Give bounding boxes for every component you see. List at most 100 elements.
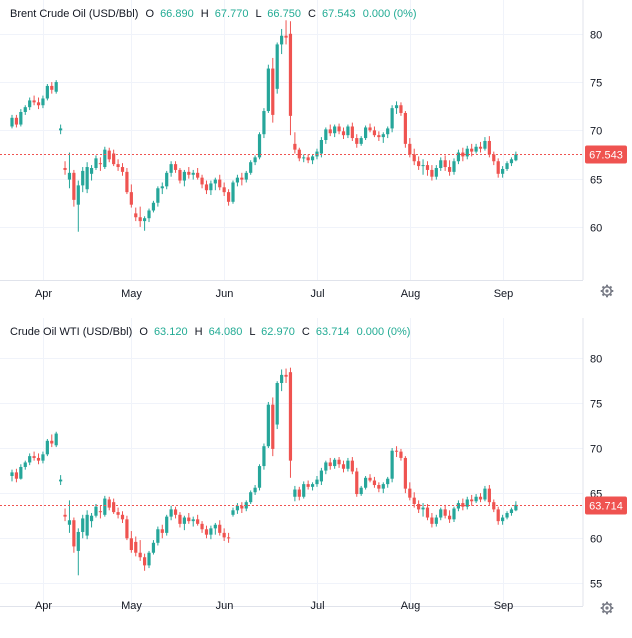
brent-candles[interactable] <box>10 20 518 232</box>
wti-candle[interactable] <box>191 516 195 527</box>
brent-candle[interactable] <box>390 105 394 133</box>
brent-candle[interactable] <box>67 152 72 189</box>
brent-candle[interactable] <box>45 84 49 101</box>
wti-candle[interactable] <box>474 494 478 504</box>
brent-price-axis[interactable]: 60 65 70 75 80 <box>590 30 602 235</box>
wti-candle[interactable] <box>143 553 147 571</box>
brent-candle[interactable] <box>394 101 399 114</box>
wti-candle[interactable] <box>399 448 403 461</box>
wti-candle[interactable] <box>253 485 257 495</box>
wti-candle[interactable] <box>218 520 222 536</box>
brent-candle[interactable] <box>461 147 465 162</box>
brent-candle[interactable] <box>496 158 500 178</box>
brent-candle[interactable] <box>328 124 332 137</box>
wti-candle[interactable] <box>244 500 248 512</box>
wti-candle[interactable] <box>403 456 407 494</box>
brent-candle[interactable] <box>98 157 102 171</box>
brent-candle[interactable] <box>14 114 19 128</box>
brent-candle[interactable] <box>50 82 54 94</box>
wti-candle[interactable] <box>333 457 337 469</box>
brent-candle[interactable] <box>169 161 173 177</box>
wti-candle[interactable] <box>275 381 279 430</box>
wti-candle[interactable] <box>456 500 461 512</box>
wti-candle[interactable] <box>355 467 359 497</box>
brent-candle[interactable] <box>173 161 178 173</box>
brent-candle[interactable] <box>505 161 509 171</box>
brent-candle[interactable] <box>359 136 363 146</box>
wti-candle[interactable] <box>116 507 120 519</box>
wti-candle[interactable] <box>421 503 425 517</box>
wti-candle[interactable] <box>112 498 116 514</box>
wti-candle[interactable] <box>328 457 332 470</box>
wti-candle[interactable] <box>103 495 107 517</box>
brent-candle[interactable] <box>94 155 98 170</box>
wti-candle[interactable] <box>487 485 491 505</box>
brent-candle[interactable] <box>10 114 14 129</box>
brent-candle[interactable] <box>509 157 514 167</box>
wti-candle[interactable] <box>213 522 217 535</box>
brent-candle[interactable] <box>112 149 116 167</box>
brent-candle[interactable] <box>271 57 275 123</box>
wti-candle[interactable] <box>386 476 390 488</box>
brent-candle[interactable] <box>19 109 23 127</box>
brent-candle[interactable] <box>72 169 76 207</box>
brent-candle[interactable] <box>492 151 496 166</box>
brent-candle[interactable] <box>430 165 434 181</box>
brent-candle[interactable] <box>253 155 257 166</box>
wti-candle[interactable] <box>10 469 14 482</box>
wti-candle[interactable] <box>443 504 447 519</box>
brent-candle[interactable] <box>386 126 390 139</box>
wti-candle[interactable] <box>125 515 129 541</box>
wti-candle[interactable] <box>337 457 341 468</box>
wti-candle[interactable] <box>226 532 231 543</box>
brent-candle[interactable] <box>85 162 89 194</box>
brent-candle[interactable] <box>231 180 235 204</box>
wti-candle[interactable] <box>169 505 173 521</box>
wti-candle[interactable] <box>372 476 377 488</box>
wti-candle[interactable] <box>89 513 94 528</box>
brent-candle[interactable] <box>412 148 416 166</box>
brent-candle[interactable] <box>346 124 350 139</box>
brent-candle[interactable] <box>403 111 407 148</box>
wti-candle[interactable] <box>59 475 63 486</box>
wti-candle[interactable] <box>147 550 151 569</box>
wti-candle[interactable] <box>496 506 500 525</box>
wti-candle[interactable] <box>271 397 275 457</box>
brent-candle[interactable] <box>372 126 377 138</box>
wti-candle[interactable] <box>50 434 54 448</box>
wti-candle[interactable] <box>257 464 262 491</box>
wti-candle[interactable] <box>505 511 509 520</box>
wti-candle[interactable] <box>76 528 80 576</box>
brent-candle[interactable] <box>235 174 240 187</box>
brent-candle[interactable] <box>483 137 487 151</box>
brent-candle[interactable] <box>81 167 85 193</box>
brent-candle[interactable] <box>302 154 306 163</box>
brent-candle[interactable] <box>399 102 403 116</box>
wti-candle[interactable] <box>173 506 178 519</box>
brent-time-axis[interactable]: Apr May Jun Jul Aug Sep <box>35 288 513 300</box>
wti-candle[interactable] <box>346 457 350 472</box>
brent-candle[interactable] <box>156 186 160 207</box>
wti-candle[interactable] <box>151 540 156 555</box>
wti-candle[interactable] <box>381 482 385 494</box>
wti-candle[interactable] <box>430 513 434 528</box>
brent-candle[interactable] <box>266 64 270 113</box>
wti-time-axis[interactable]: Apr May Jun Jul Aug Sep <box>35 600 513 612</box>
wti-candle[interactable] <box>297 486 301 501</box>
wti-candle[interactable] <box>23 460 27 470</box>
gear-icon[interactable] <box>600 601 614 615</box>
wti-candle[interactable] <box>45 438 49 457</box>
brent-candle[interactable] <box>337 123 341 135</box>
wti-candle[interactable] <box>196 514 200 526</box>
brent-candle[interactable] <box>213 177 217 191</box>
wti-candle[interactable] <box>129 531 133 553</box>
brent-candle[interactable] <box>196 168 200 180</box>
wti-candle[interactable] <box>63 508 67 522</box>
brent-candle[interactable] <box>297 147 301 162</box>
gear-icon[interactable] <box>600 284 614 298</box>
wti-candle[interactable] <box>156 526 160 546</box>
wti-candle[interactable] <box>465 496 469 510</box>
brent-candle[interactable] <box>501 166 505 178</box>
brent-candle[interactable] <box>280 28 284 55</box>
brent-candle[interactable] <box>120 163 125 176</box>
